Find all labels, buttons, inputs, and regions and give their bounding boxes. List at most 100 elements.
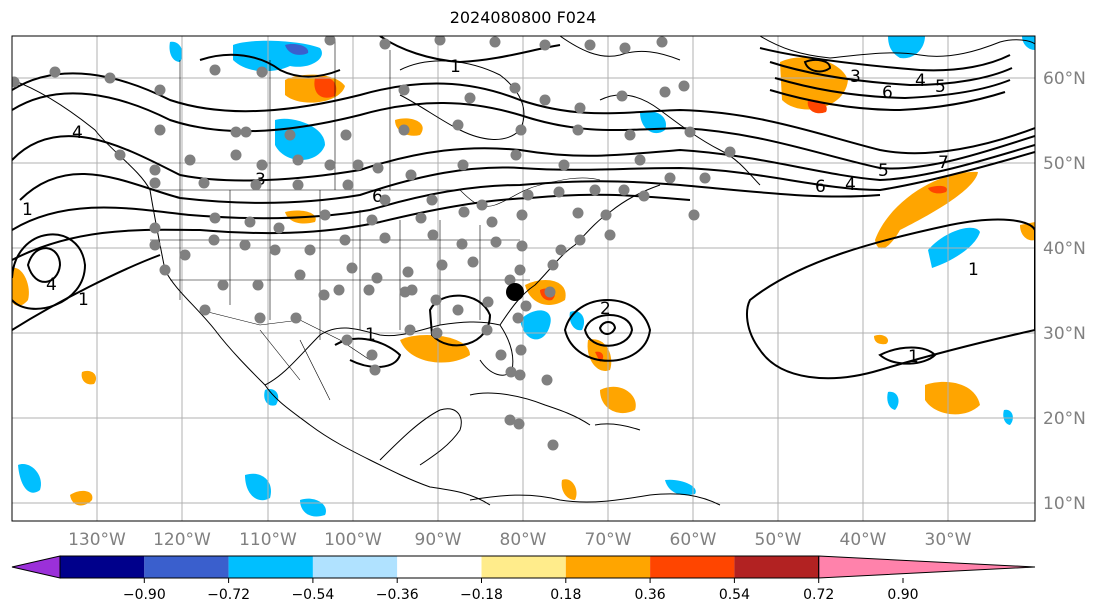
station-marker — [541, 374, 553, 386]
station-marker — [572, 124, 584, 136]
station-marker — [539, 94, 551, 106]
station-marker — [515, 124, 527, 136]
station-marker — [539, 39, 551, 51]
lon-label: 90°W — [415, 530, 462, 550]
station-marker — [516, 209, 528, 221]
colorbar-border — [59, 555, 820, 579]
fill-orange-gulf — [400, 335, 470, 363]
contour-label: 5 — [878, 161, 889, 181]
fill-blue-small1 — [169, 41, 183, 62]
contour-label: 3 — [850, 67, 861, 87]
colorbar-segment — [312, 556, 398, 578]
fill-blue-far — [887, 391, 899, 410]
coast-yucatan — [379, 408, 462, 466]
station-marker — [379, 232, 391, 244]
station-marker — [12, 76, 20, 88]
colorbar-tick-label: −0.54 — [291, 587, 334, 603]
station-marker — [366, 214, 378, 226]
lon-label: 80°W — [500, 530, 547, 550]
station-marker — [504, 414, 516, 426]
station-marker — [154, 124, 166, 136]
contour-north-1 — [379, 36, 561, 64]
station-marker — [430, 294, 442, 306]
lon-label: 110°W — [239, 530, 297, 550]
map-frame — [11, 35, 1036, 522]
colorbar-extend-low — [11, 555, 61, 579]
lon-label: 40°W — [840, 530, 887, 550]
contour-jet-4 — [19, 151, 1035, 204]
station-marker — [574, 102, 586, 114]
fill-blue-carib — [665, 479, 696, 496]
station-markers — [12, 36, 736, 451]
contour-atl-2c — [598, 321, 617, 335]
colorbar-extend-high — [818, 555, 1036, 579]
map-title: 2024080800 F024 — [449, 8, 597, 27]
station-marker — [244, 216, 256, 228]
station-marker — [509, 82, 521, 94]
station-marker — [252, 279, 264, 291]
contour-gulf-1 — [334, 337, 402, 368]
colorbar-tick-label: 0.54 — [719, 587, 750, 603]
contour-lines — [12, 36, 1035, 380]
contour-north-2 — [199, 53, 341, 78]
station-marker — [452, 304, 464, 316]
station-marker — [481, 324, 493, 336]
border-mex-1 — [259, 329, 301, 381]
contour-labels: 1 1 1 1 1 1 2 3 3 4 4 4 4 5 5 6 6 6 7 — [22, 57, 979, 367]
station-marker — [664, 172, 676, 184]
station-marker — [486, 216, 498, 228]
contour-greenland-4 — [769, 89, 1006, 112]
fill-blue-se2 — [569, 311, 585, 331]
station-marker — [342, 179, 354, 191]
fill-orange-small2 — [81, 370, 97, 385]
contour-west-low2 — [12, 233, 87, 310]
contour-jet-2 — [12, 92, 1035, 170]
fill-orange-carib2 — [561, 479, 577, 500]
colorbar-tick-label: −0.18 — [460, 587, 503, 603]
fill-blue-small4 — [1022, 36, 1035, 50]
station-marker — [415, 212, 427, 224]
colorbar: −0.90 −0.72 −0.54 −0.36 −0.18 0.18 0.36 0.54 0.7… — [11, 555, 1036, 603]
fill-orange-pr — [600, 386, 636, 414]
contour-greenland-1 — [759, 47, 1011, 72]
colorbar-tick-label: 0.72 — [803, 587, 834, 603]
station-marker — [458, 206, 470, 218]
station-marker — [584, 39, 596, 51]
station-marker — [304, 244, 316, 256]
station-marker — [516, 240, 528, 252]
station-marker — [372, 162, 384, 174]
station-marker — [346, 262, 358, 274]
lon-label: 100°W — [324, 530, 382, 550]
station-marker — [589, 184, 601, 196]
station-marker — [634, 154, 646, 166]
fill-blue-pac — [18, 464, 41, 493]
coast-arctic-isl — [559, 36, 681, 61]
station-marker — [514, 369, 526, 381]
station-marker — [464, 92, 476, 104]
coast-samerica — [469, 493, 721, 506]
contour-atl-small — [878, 346, 937, 365]
station-marker — [514, 264, 526, 276]
lon-label: 60°W — [670, 530, 717, 550]
contour-jet-3 — [12, 135, 1035, 182]
colorbar-tick-label: 0.90 — [887, 587, 918, 603]
station-marker — [616, 90, 628, 102]
fill-orange-small1 — [874, 334, 889, 345]
lon-axis: 130°W 120°W 110°W 100°W 90°W 80°W 70°W 6… — [68, 530, 972, 550]
lon-label: 30°W — [925, 530, 972, 550]
fill-orange-west — [12, 267, 29, 306]
colorbar-tick-label: −0.72 — [207, 587, 250, 603]
lat-label: 20°N — [1043, 409, 1086, 429]
fill-orange-far — [925, 381, 980, 415]
station-marker — [402, 266, 414, 278]
colorbar-tick-label: 0.36 — [635, 587, 666, 603]
fill-red-atl — [928, 185, 947, 194]
station-marker — [324, 36, 336, 46]
station-marker — [294, 269, 306, 281]
station-marker — [515, 344, 527, 356]
contour-label: 3 — [255, 170, 266, 190]
fill-blue-core — [285, 43, 309, 55]
station-marker — [688, 209, 700, 221]
station-marker — [482, 296, 494, 308]
contour-label: 7 — [938, 153, 949, 173]
